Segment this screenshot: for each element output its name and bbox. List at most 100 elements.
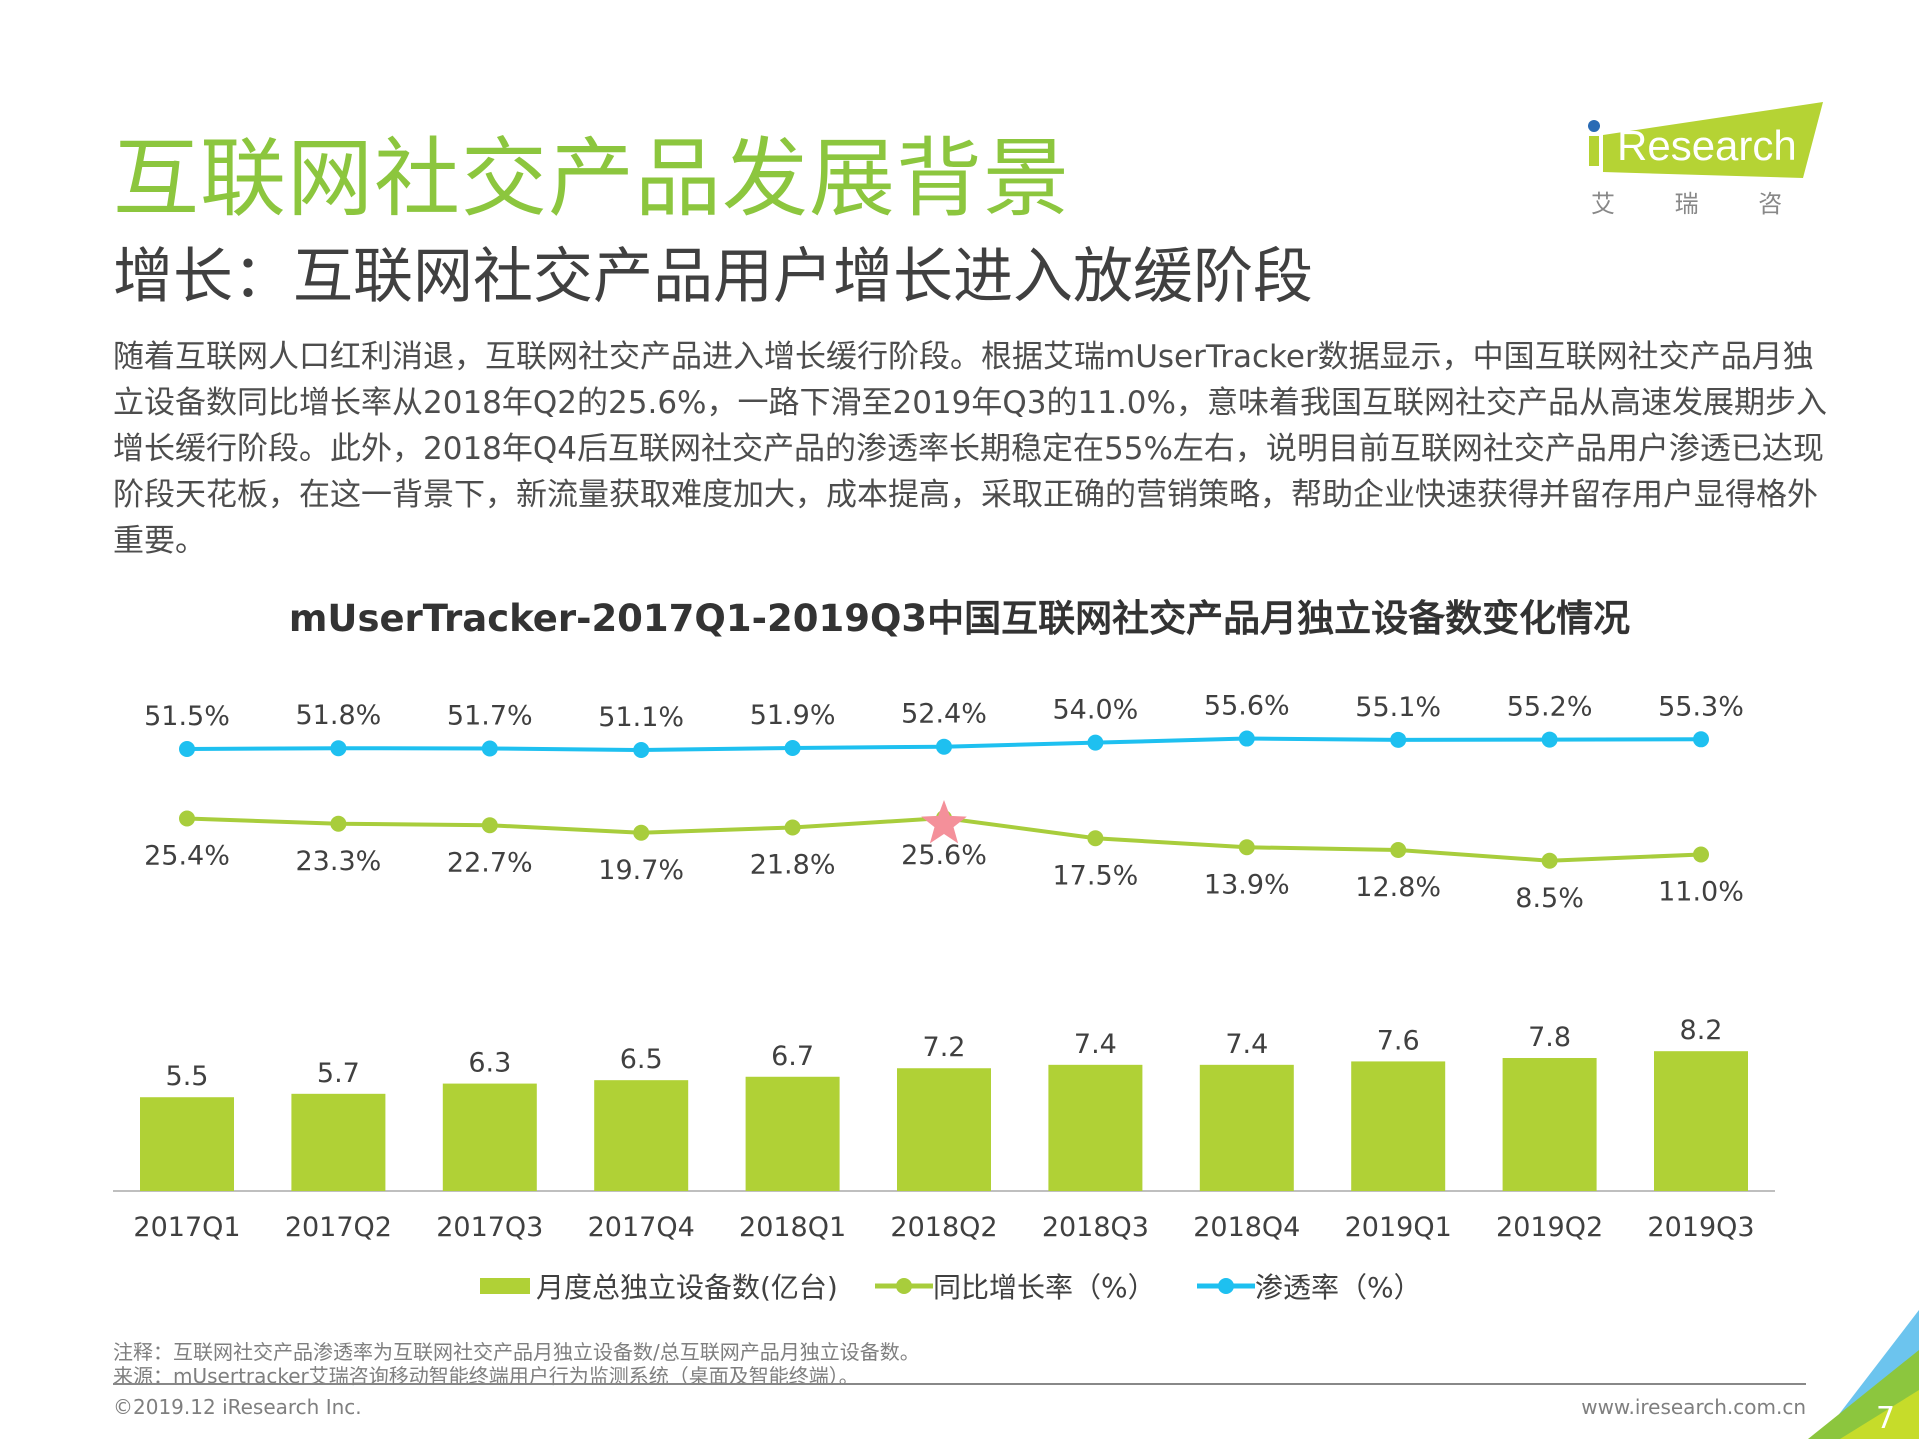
growth-rate-label: 23.3%: [296, 846, 382, 877]
bar-value-label: 7.4: [1074, 1029, 1117, 1060]
bar: [897, 1068, 991, 1191]
growth-rate-label: 21.8%: [750, 850, 836, 881]
penetration-point: [1693, 731, 1709, 748]
penetration-point: [179, 741, 195, 757]
footer-divider: [113, 1383, 1806, 1385]
penetration-point: [1087, 734, 1104, 751]
growth-rate-label: 17.5%: [1053, 860, 1139, 891]
legend-item-growth: 同比增长率（%）: [875, 1266, 1156, 1306]
x-tick-label: 2019Q3: [1647, 1212, 1754, 1243]
bar: [594, 1080, 689, 1191]
bar: [1654, 1051, 1748, 1191]
x-tick-label: 2017Q3: [436, 1212, 543, 1243]
bar: [1048, 1064, 1143, 1191]
website-link[interactable]: www.iresearch.com.cn: [1581, 1395, 1806, 1419]
bar-value-label: 5.5: [166, 1061, 209, 1092]
penetration-point: [1541, 731, 1558, 748]
x-tick-label: 2017Q1: [133, 1212, 240, 1243]
bar-value-label: 7.2: [923, 1032, 966, 1063]
bar: [1199, 1064, 1294, 1191]
bar-value-label: 6.3: [468, 1048, 511, 1079]
penetration-label: 51.7%: [447, 700, 533, 731]
x-tick-label: 2018Q3: [1042, 1212, 1149, 1243]
growth-rate-point: [1238, 839, 1255, 856]
penetration-label: 51.1%: [598, 702, 684, 733]
highlight-star-icon: [921, 800, 967, 844]
growth-rate-point: [179, 810, 195, 827]
penetration-point: [784, 739, 801, 756]
penetration-point: [633, 742, 650, 759]
copyright: ©2019.12 iResearch Inc.: [113, 1395, 362, 1419]
penetration-label: 51.5%: [144, 701, 230, 732]
legend-item-devices: 月度总独立设备数(亿台): [480, 1266, 838, 1306]
x-tick-label: 2017Q2: [285, 1212, 392, 1243]
bar: [745, 1076, 840, 1191]
growth-rate-point: [633, 824, 650, 841]
growth-rate-label: 13.9%: [1204, 869, 1290, 900]
bar-value-label: 5.7: [317, 1058, 360, 1089]
penetration-label: 51.8%: [296, 700, 382, 731]
penetration-label: 55.3%: [1658, 691, 1744, 722]
penetration-label: 52.4%: [901, 699, 987, 730]
bar: [1502, 1058, 1597, 1191]
growth-rate-point: [481, 817, 498, 834]
growth-rate-point: [1541, 852, 1558, 869]
penetration-label: 54.0%: [1053, 695, 1139, 726]
penetration-point: [481, 740, 498, 757]
penetration-point: [330, 740, 347, 757]
bar: [291, 1093, 386, 1191]
legend-label: 渗透率（%）: [1255, 1271, 1422, 1304]
penetration-label: 55.1%: [1355, 692, 1441, 723]
bar: [140, 1097, 234, 1191]
bar-value-label: 7.6: [1377, 1025, 1420, 1056]
bar-value-label: 6.5: [620, 1044, 663, 1075]
growth-rate-point: [1390, 842, 1407, 858]
bar-value-label: 6.7: [771, 1041, 814, 1072]
bar: [1351, 1061, 1446, 1191]
growth-rate-point: [330, 815, 347, 832]
page-number: 7: [1876, 1401, 1895, 1436]
legend-line-swatch-icon: [1197, 1278, 1255, 1294]
svg-text:Research: Research: [1617, 122, 1797, 169]
growth-rate-point: [784, 819, 801, 836]
penetration-label: 51.9%: [750, 700, 836, 731]
bar-value-label: 8.2: [1680, 1015, 1723, 1046]
penetration-label: 55.6%: [1204, 691, 1290, 722]
x-tick-label: 2019Q1: [1345, 1212, 1452, 1243]
corner-decoration: 7: [1808, 1310, 1919, 1439]
page-title: 互联网社交产品发展背景: [113, 129, 1070, 229]
growth-rate-label: 8.5%: [1515, 883, 1584, 914]
growth-rate-label: 22.7%: [447, 847, 533, 878]
penetration-point: [1238, 730, 1255, 747]
growth-rate-point: [1087, 830, 1104, 847]
footnote: 注释：互联网社交产品渗透率为互联网社交产品月独立设备数/总互联网产品月独立设备数…: [113, 1340, 920, 1364]
x-tick-label: 2017Q4: [588, 1212, 695, 1243]
legend-line-swatch-icon: [875, 1278, 933, 1294]
growth-rate-label: 12.8%: [1355, 872, 1441, 903]
penetration-point: [1390, 731, 1407, 748]
x-tick-label: 2018Q4: [1193, 1212, 1300, 1243]
x-tick-label: 2018Q2: [890, 1212, 997, 1243]
x-tick-label: 2019Q2: [1496, 1212, 1603, 1243]
chart-title: mUserTracker-2017Q1-2019Q3中国互联网社交产品月独立设备…: [288, 597, 1631, 640]
intro-paragraph: 随着互联网人口红利消退，互联网社交产品进入增长缓行阶段。根据艾瑞mUserTra…: [113, 339, 1827, 559]
bar-value-label: 7.4: [1225, 1029, 1268, 1060]
svg-text:艾 瑞 咨 询: 艾 瑞 咨 询: [1591, 190, 1825, 218]
chart: 5.5 2017Q1 5.7 2017Q2 6.3 2017Q3 6.5 2017Q4 6.7 2…: [113, 691, 1775, 1243]
legend-label: 月度总独立设备数(亿台): [536, 1271, 838, 1304]
growth-rate-label: 25.6%: [901, 840, 987, 871]
growth-rate-label: 19.7%: [598, 855, 684, 886]
iresearch-logo: Research 艾 瑞 咨 询: [1585, 100, 1866, 220]
legend-label: 同比增长率（%）: [933, 1271, 1156, 1304]
penetration-label: 55.2%: [1507, 692, 1593, 723]
growth-rate-point: [1693, 846, 1709, 863]
legend-bar-swatch: [480, 1278, 530, 1294]
bar: [442, 1083, 537, 1191]
growth-rate-label: 25.4%: [144, 841, 230, 872]
x-tick-label: 2018Q1: [739, 1212, 846, 1243]
page-subtitle: 增长：互联网社交产品用户增长进入放缓阶段: [113, 242, 1313, 312]
growth-rate-label: 11.0%: [1658, 877, 1744, 908]
legend-item-penetration: 渗透率（%）: [1197, 1266, 1422, 1306]
bar-value-label: 7.8: [1528, 1022, 1571, 1053]
penetration-point: [936, 738, 952, 755]
